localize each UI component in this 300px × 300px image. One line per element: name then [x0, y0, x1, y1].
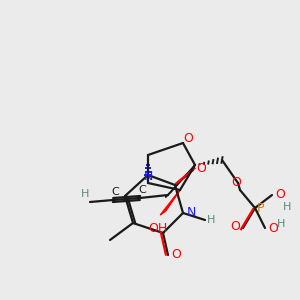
Text: N: N [186, 206, 196, 220]
Text: O: O [268, 221, 278, 235]
Text: O: O [196, 161, 206, 175]
Text: H: H [81, 189, 89, 199]
Text: O: O [231, 176, 241, 188]
Text: C: C [138, 185, 146, 195]
Text: O: O [230, 220, 240, 232]
Polygon shape [160, 190, 180, 215]
Text: C: C [111, 187, 119, 197]
Text: O: O [275, 188, 285, 202]
Text: P: P [256, 202, 264, 214]
Text: H: H [207, 215, 215, 225]
Polygon shape [165, 165, 195, 197]
Text: H: H [283, 202, 291, 212]
Text: H: H [277, 219, 285, 229]
Text: O: O [183, 131, 193, 145]
Text: OH: OH [148, 221, 168, 235]
Text: N: N [143, 170, 153, 184]
Text: O: O [171, 248, 181, 262]
